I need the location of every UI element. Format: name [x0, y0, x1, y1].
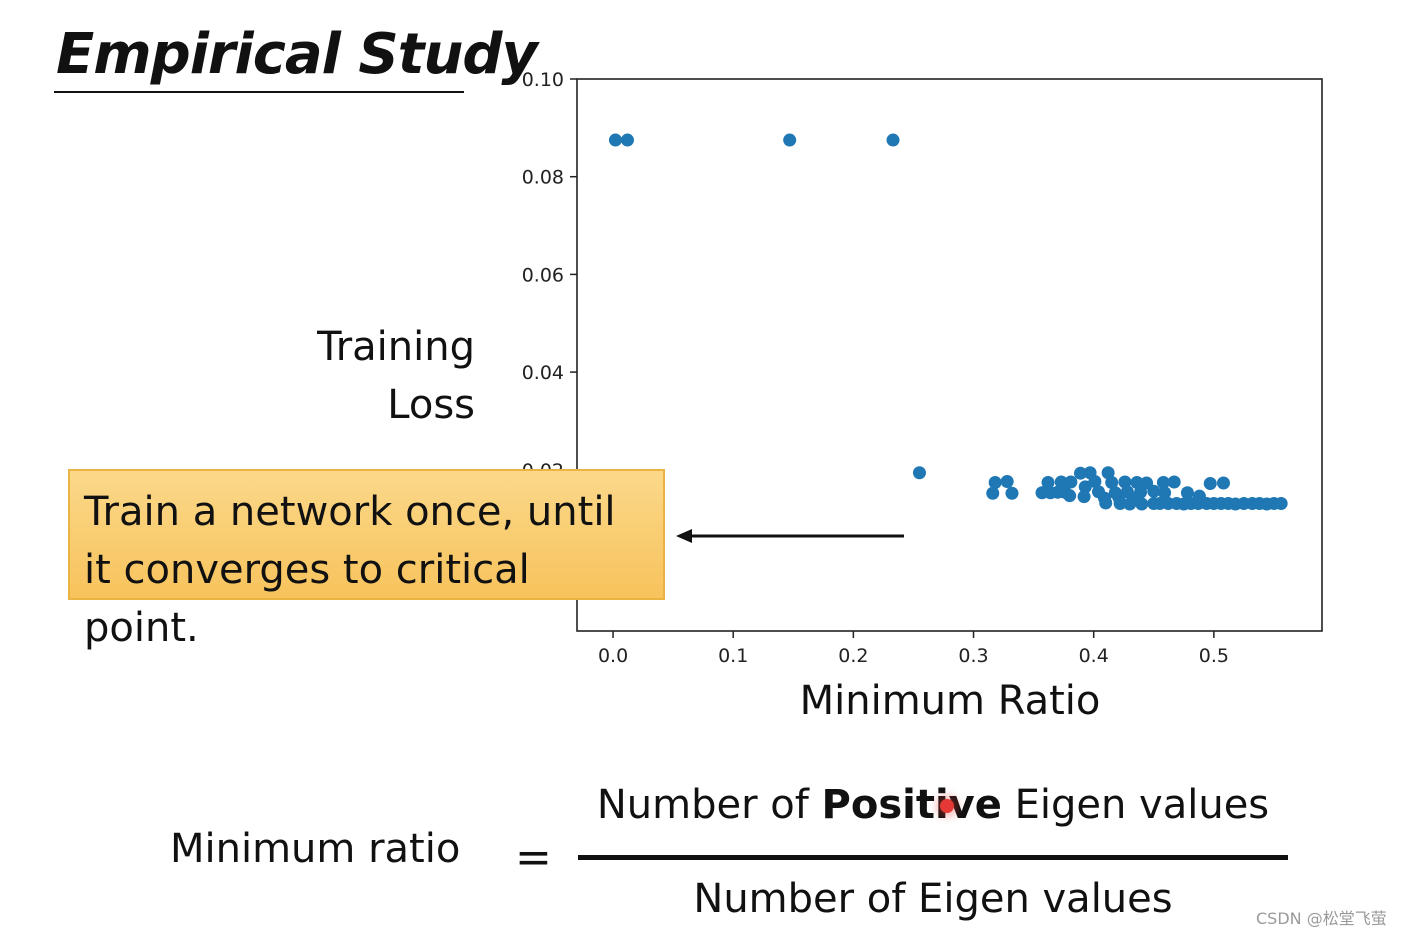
data-point — [1216, 476, 1230, 490]
data-point — [1099, 496, 1113, 510]
data-point — [1274, 497, 1288, 511]
data-point — [1105, 475, 1119, 489]
formula-lhs: Minimum ratio — [170, 826, 461, 872]
numerator-bold: Positive — [821, 782, 1002, 828]
data-point — [1054, 475, 1068, 489]
data-point — [1203, 476, 1217, 490]
data-point — [1077, 490, 1091, 504]
data-point — [1041, 475, 1055, 489]
formula-denominator: Number of Eigen values — [693, 876, 1173, 922]
data-point — [1156, 475, 1170, 489]
data-point — [912, 466, 926, 480]
data-point — [1088, 475, 1102, 489]
data-point — [1064, 475, 1078, 489]
data-point — [1113, 497, 1127, 511]
data-point — [1000, 475, 1014, 489]
watermark: CSDN @松堂飞萤 — [1256, 909, 1387, 928]
fraction-bar — [578, 855, 1288, 860]
x-tick-label: 0.0 — [598, 645, 628, 667]
data-point — [783, 133, 797, 147]
data-point — [1123, 497, 1137, 511]
data-point — [1101, 466, 1115, 480]
data-point — [1147, 484, 1161, 498]
numerator-post: Eigen values — [1001, 782, 1270, 828]
data-point — [1063, 489, 1077, 503]
data-point — [988, 475, 1002, 489]
data-point — [620, 133, 634, 147]
data-point — [1135, 497, 1149, 511]
x-tick-label: 0.5 — [1199, 645, 1229, 667]
data-point — [1073, 466, 1087, 480]
data-point — [608, 133, 622, 147]
callout-box: Train a network once, until it converges… — [68, 469, 665, 651]
data-point — [1130, 475, 1144, 489]
callout-arrow-head — [676, 529, 692, 543]
title-underline — [54, 91, 464, 93]
plot-frame — [576, 78, 1323, 632]
y-tick-label: 0.04 — [522, 362, 564, 384]
data-point — [1167, 475, 1181, 489]
slide-title: Empirical Study — [56, 22, 538, 87]
formula-numerator: Number of Positive Eigen values — [578, 782, 1288, 828]
x-tick-label: 0.3 — [958, 645, 988, 667]
pointer-cursor-dot — [940, 799, 954, 813]
y-tick-label: 0.10 — [522, 69, 564, 91]
y-tick-label: 0.08 — [522, 167, 564, 189]
tick-layer: 0.00.10.20.30.40.50.100.080.060.040.02 — [522, 69, 1229, 667]
data-point — [1118, 475, 1132, 489]
x-tick-label: 0.1 — [718, 645, 748, 667]
formula-equals: = — [515, 832, 552, 883]
data-point — [886, 133, 900, 147]
y-axis-label: Training Loss — [317, 324, 475, 428]
x-tick-label: 0.4 — [1079, 645, 1109, 667]
x-axis-label: Minimum Ratio — [799, 678, 1101, 724]
data-point — [1158, 486, 1172, 500]
data-point — [1005, 486, 1019, 500]
numerator-pre: Number of — [596, 782, 822, 828]
x-tick-label: 0.2 — [838, 645, 868, 667]
data-points — [608, 133, 1288, 511]
y-tick-label: 0.06 — [522, 264, 564, 286]
data-point — [1180, 486, 1194, 500]
data-point — [1078, 480, 1092, 494]
data-point — [986, 486, 1000, 500]
